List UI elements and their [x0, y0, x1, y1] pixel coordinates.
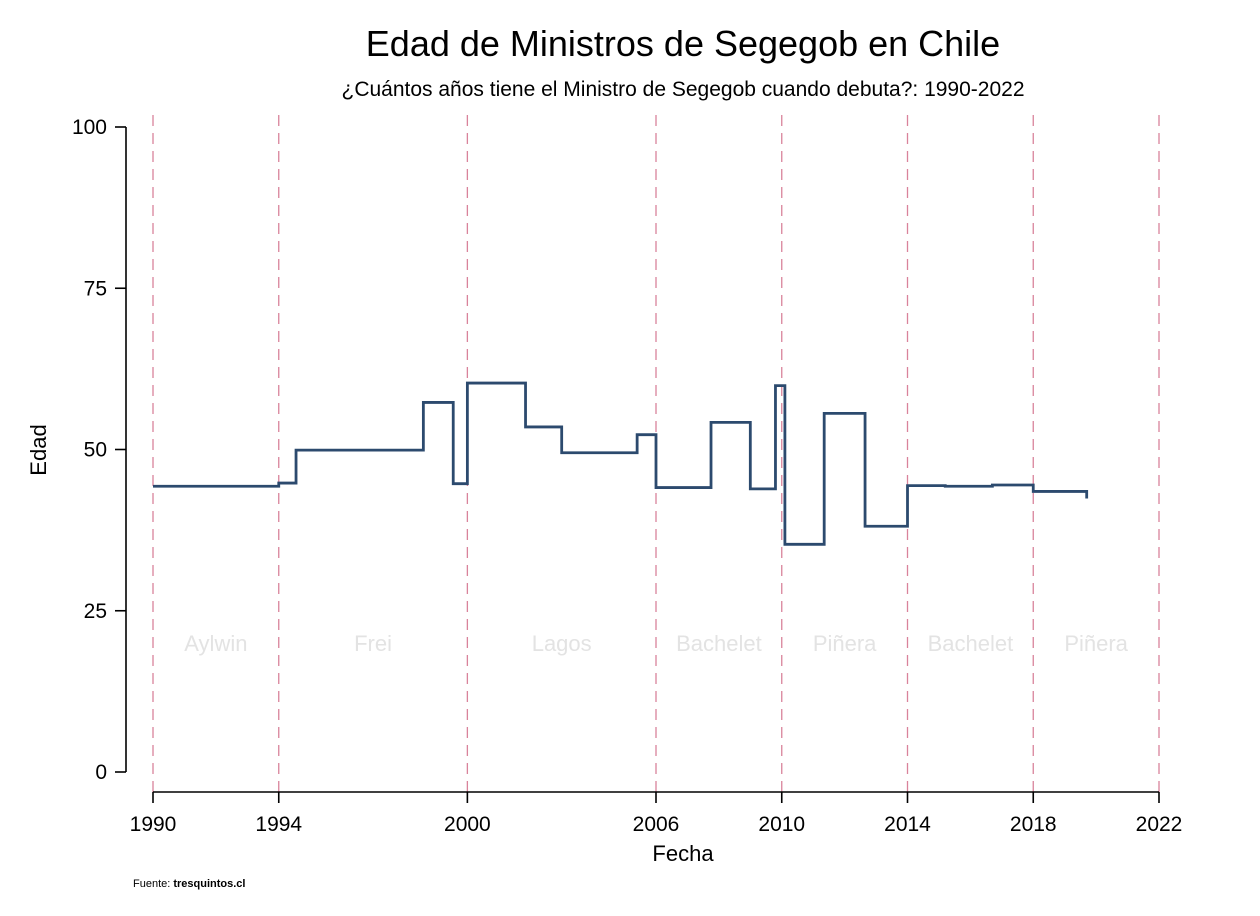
y-tick-label: 25	[84, 600, 107, 623]
x-tick-label: 2010	[758, 813, 805, 836]
x-tick-label: 2006	[633, 813, 680, 836]
period-lines	[152, 115, 1160, 792]
y-tick-label: 75	[84, 277, 107, 300]
y-tick-label: 100	[72, 116, 107, 139]
x-tick-label: 1994	[255, 813, 302, 836]
x-tick-label: 2022	[1136, 813, 1183, 836]
x-tick-label: 2018	[1010, 813, 1057, 836]
era-label: Aylwin	[184, 631, 247, 656]
chart-title: Edad de Ministros de Segegob en Chile	[366, 23, 1000, 64]
era-labels: Aylwin Frei Lagos Bachelet Piñera Bachelet Piñ…	[184, 631, 1128, 656]
era-label: Lagos	[532, 631, 592, 656]
axes: 0 25 50 75 100 1990 1994 2000 2006 2010 2014 2018 20…	[72, 116, 1182, 836]
x-axis-title: Fecha	[652, 841, 714, 866]
era-label: Piñera	[813, 631, 877, 656]
era-label: Frei	[354, 631, 392, 656]
source-name: tresquintos.cl	[173, 878, 245, 890]
source-prefix: Fuente:	[133, 878, 173, 890]
x-tick-label: 2000	[444, 813, 491, 836]
y-tick-label: 0	[95, 761, 107, 784]
series-layer	[153, 381, 1089, 546]
source-note: Fuente: tresquintos.cl	[133, 878, 245, 890]
x-tick-label: 1990	[130, 813, 177, 836]
x-tick-label: 2014	[884, 813, 931, 836]
series-line	[153, 381, 1089, 546]
chart-subtitle: ¿Cuántos años tiene el Ministro de Segeg…	[342, 78, 1025, 101]
y-tick-label: 50	[84, 439, 107, 462]
y-axis-title: Edad	[26, 424, 51, 475]
era-label: Bachelet	[676, 631, 762, 656]
era-label: Piñera	[1064, 631, 1128, 656]
era-label: Bachelet	[928, 631, 1014, 656]
